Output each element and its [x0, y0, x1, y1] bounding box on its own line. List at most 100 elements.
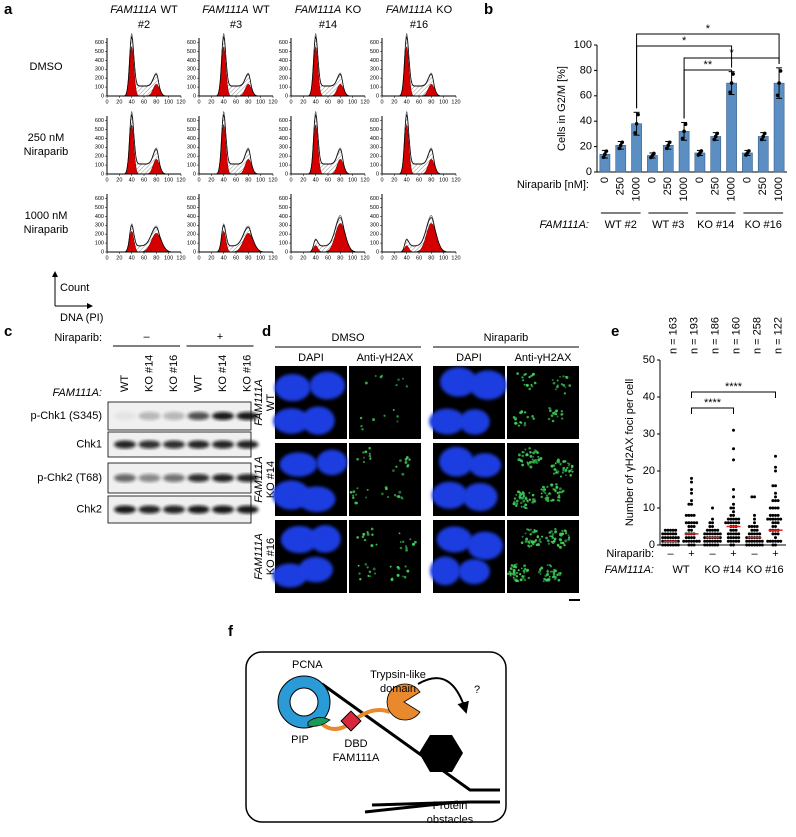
- y-tick-label: 100: [95, 163, 104, 169]
- cell-dot: [729, 513, 733, 517]
- y-tick-label: 50: [643, 354, 655, 366]
- focus: [529, 454, 533, 458]
- cell-dot: [771, 513, 775, 517]
- x-tick-label: 120: [360, 177, 369, 183]
- focus: [521, 575, 524, 578]
- y-tick-label: 0: [193, 93, 196, 99]
- panel-letter: d: [262, 323, 271, 340]
- focus: [514, 565, 518, 569]
- histogram-s-phase: [107, 36, 181, 96]
- focus: [532, 451, 536, 455]
- y-tick-label: 0: [376, 93, 379, 99]
- cell-dot: [774, 469, 777, 473]
- cell-dot: [753, 528, 756, 532]
- group-label: KO #16: [745, 219, 782, 231]
- cell-dot: [716, 539, 720, 543]
- cell-dot: [750, 528, 754, 532]
- focus: [559, 463, 562, 466]
- focus: [366, 532, 370, 536]
- focus: [358, 572, 361, 575]
- y-tick-label: 0: [193, 171, 196, 177]
- focus: [552, 575, 555, 579]
- focus: [364, 450, 368, 454]
- y-axis-label: Number of γH2AX foci per cell: [624, 379, 636, 526]
- focus: [401, 575, 404, 578]
- nucleus: [469, 370, 507, 400]
- blot-band: [212, 412, 234, 420]
- y-tick-label: 100: [187, 85, 196, 91]
- focus: [563, 392, 566, 395]
- focus: [371, 533, 374, 536]
- focus: [548, 407, 552, 410]
- cell-dot: [690, 491, 693, 495]
- cell-dot: [726, 517, 730, 521]
- x-tick-label: 80: [428, 255, 434, 261]
- focus: [555, 469, 558, 472]
- significance-label: **: [704, 59, 713, 71]
- cell-dot: [774, 543, 777, 547]
- focus: [386, 495, 390, 499]
- cell-dot: [666, 536, 670, 540]
- y-tick-label: 300: [370, 67, 379, 73]
- y-tick-label: 300: [95, 67, 104, 73]
- cell-dot: [666, 532, 670, 536]
- histogram-s-phase: [291, 217, 365, 252]
- y-tick-label: 300: [95, 145, 104, 151]
- x-tick-label: 0: [289, 177, 292, 183]
- lane-label: KO #14: [217, 355, 229, 392]
- diagram-label: PIP: [291, 734, 309, 746]
- x-tick-label: 120: [176, 99, 185, 105]
- y-tick-label: 500: [370, 127, 379, 133]
- focus: [536, 451, 539, 454]
- focus: [527, 576, 531, 580]
- focus: [569, 474, 572, 477]
- group-label: WT: [672, 564, 689, 576]
- focus: [513, 497, 517, 500]
- focus: [556, 458, 560, 462]
- x-tick-label: 100: [348, 99, 357, 105]
- pcna-ring: [278, 676, 330, 728]
- y-tick-label: 600: [95, 118, 104, 124]
- gene-name: FAM111A: [386, 4, 432, 16]
- blot-band: [187, 440, 210, 449]
- nucleus: [467, 531, 503, 560]
- replicate-dot: [618, 143, 623, 148]
- focus: [370, 544, 374, 548]
- y-tick-label: 40: [643, 391, 655, 403]
- focus: [361, 428, 364, 431]
- row-label: 250 nM: [28, 132, 65, 144]
- cell-dot: [692, 513, 696, 517]
- focus: [523, 373, 526, 377]
- focus: [366, 566, 369, 569]
- replicate-dot: [715, 131, 720, 136]
- y-tick-label: 600: [370, 40, 379, 46]
- focus: [521, 454, 525, 458]
- cell-dot: [758, 543, 762, 547]
- focus: [552, 568, 556, 572]
- focus: [526, 568, 530, 572]
- focus: [554, 388, 557, 391]
- focus: [525, 383, 529, 387]
- y-tick-label: 0: [285, 171, 288, 177]
- focus: [568, 384, 572, 387]
- cell-dot: [666, 528, 670, 532]
- y-tick-label: 100: [370, 163, 379, 169]
- cell-dot: [695, 539, 699, 543]
- replicate-dot: [667, 140, 672, 145]
- nucleus: [436, 526, 473, 553]
- focus: [392, 409, 395, 411]
- x-tick-label: 80: [428, 99, 434, 105]
- axis-label: Niraparib [nM]:: [517, 179, 589, 191]
- y-tick-label: 600: [187, 40, 196, 46]
- dose-label: 1000: [630, 177, 642, 201]
- x-tick-label: 40: [313, 255, 319, 261]
- row-label: FAM111A: [253, 456, 265, 502]
- cell-dot: [690, 525, 693, 528]
- diagram-label: obstacles: [427, 814, 474, 826]
- cell-dot: [690, 499, 693, 503]
- lane-label: WT: [192, 375, 204, 392]
- cell-dot: [771, 543, 775, 547]
- focus: [551, 498, 555, 502]
- focus: [513, 563, 516, 567]
- cell-dot: [750, 543, 754, 547]
